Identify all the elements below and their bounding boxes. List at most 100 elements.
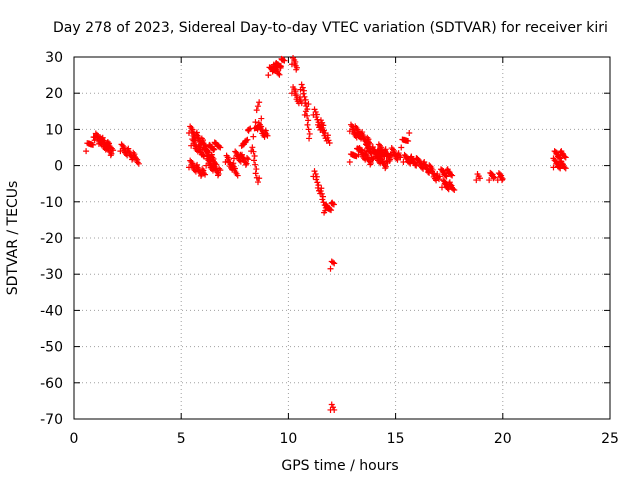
data-point [314,179,321,186]
y-tick-label: -10 [40,195,63,211]
y-tick-label: -50 [40,340,63,356]
data-point [315,182,322,189]
data-point [397,154,404,161]
data-point [245,156,252,163]
data-point [331,260,338,267]
data-point [250,133,257,140]
data-point [367,161,374,168]
x-tick-labels: 0 5 10 15 20 25 [70,431,619,447]
data-point [499,175,506,182]
data-point [301,93,308,100]
data-point [186,164,193,171]
data-point [231,155,238,162]
data-point [382,165,389,172]
data-point [327,265,334,272]
data-points [83,55,569,413]
data-point [550,164,557,171]
data-point [298,81,305,88]
data-point [406,130,413,137]
data-point [134,159,141,166]
data-point [293,66,300,73]
data-point [442,172,449,179]
data-point [306,135,313,142]
data-point [264,132,271,139]
data-point [328,207,335,214]
data-point [490,175,497,182]
data-point [244,136,251,143]
data-point [329,404,336,411]
data-point [110,147,117,154]
data-point [277,64,284,71]
data-point [243,160,250,167]
y-tick-label: 10 [45,122,63,138]
y-tick-label: -30 [40,267,63,283]
data-point [265,72,272,79]
data-point [198,172,205,179]
y-tick-label: 20 [45,86,63,102]
data-point [234,172,241,179]
y-tick-label: -40 [40,303,63,319]
y-tick-labels: 30 20 10 0 -10 -20 -30 -40 -50 -60 -70 [40,50,63,428]
data-point [216,143,223,150]
x-tick-label: 10 [279,431,297,447]
data-point [313,176,320,183]
data-point [269,68,276,75]
data-point [246,126,253,133]
data-point [200,170,207,177]
data-point [256,99,263,106]
data-point [252,119,259,126]
data-point [398,144,405,151]
data-point [436,173,443,180]
data-point [258,115,265,122]
data-point [330,201,337,208]
data-point [211,146,218,153]
data-point [561,164,568,171]
data-point [449,172,456,179]
data-point [556,164,563,171]
x-tick-label: 25 [601,431,619,447]
data-point [254,103,261,110]
data-point [217,144,224,151]
data-point [237,151,244,158]
data-point [405,137,412,144]
data-point [91,137,98,144]
axis-ticks [73,56,611,420]
data-point [242,161,249,168]
data-point [251,153,258,160]
data-point [214,172,221,179]
data-point [318,185,325,192]
data-point [253,166,260,173]
data-point [319,196,326,203]
data-point [318,190,325,197]
data-point [249,144,256,151]
data-point [451,187,458,194]
data-point [329,200,336,207]
data-point [281,57,288,64]
data-point [557,165,564,172]
y-tick-label: 0 [54,159,63,175]
x-axis-label: GPS time / hours [281,458,398,474]
data-point [302,96,309,103]
data-point [562,154,569,161]
data-point [346,158,353,165]
data-point [256,175,263,182]
data-point [313,173,320,180]
data-point [476,175,483,182]
data-point [253,107,260,114]
data-point [300,87,307,94]
data-point [320,193,327,200]
data-point [473,177,480,184]
data-point [328,401,335,408]
y-tick-label: 30 [45,50,63,66]
data-point [302,108,309,115]
data-point [251,157,258,164]
data-point [222,158,229,165]
x-tick-label: 15 [387,431,405,447]
x-tick-label: 20 [494,431,512,447]
data-point [326,206,333,213]
data-point [491,174,498,181]
data-point [117,148,124,155]
x-tick-label: 5 [177,431,186,447]
data-point [90,141,97,148]
